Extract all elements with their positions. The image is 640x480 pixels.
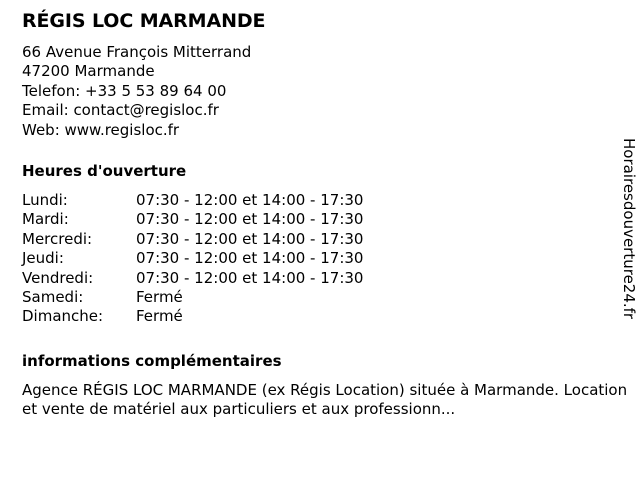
table-row: Lundi: 07:30 - 12:00 et 14:00 - 17:30 — [22, 191, 363, 210]
day-hours: 07:30 - 12:00 et 14:00 - 17:30 — [136, 249, 364, 268]
site-watermark: Horairesdouverture24.fr — [620, 138, 638, 320]
opening-hours-table: Lundi: 07:30 - 12:00 et 14:00 - 17:30 Ma… — [22, 191, 363, 327]
day-hours: 07:30 - 12:00 et 14:00 - 17:30 — [136, 268, 364, 287]
day-hours: Fermé — [136, 288, 183, 307]
day-hours: 07:30 - 12:00 et 14:00 - 17:30 — [136, 210, 364, 229]
table-row: Dimanche: Fermé — [22, 307, 363, 326]
day-hours: 07:30 - 12:00 et 14:00 - 17:30 — [136, 229, 364, 248]
day-label: Dimanche: — [22, 307, 104, 326]
additional-info-text: Agence RÉGIS LOC MARMANDE (ex Régis Loca… — [22, 380, 628, 419]
email-line: Email: contact@regisloc.fr — [22, 101, 219, 120]
table-row: Jeudi: 07:30 - 12:00 et 14:00 - 17:30 — [22, 249, 363, 268]
table-row: Samedi: Fermé — [22, 288, 363, 307]
address-city: 47200 Marmande — [22, 62, 155, 81]
address-street: 66 Avenue François Mitterrand — [22, 43, 252, 61]
day-hours: Fermé — [136, 307, 183, 326]
day-label: Samedi: — [22, 288, 84, 307]
day-label: Jeudi: — [22, 249, 64, 268]
table-row: Vendredi: 07:30 - 12:00 et 14:00 - 17:30 — [22, 269, 363, 288]
table-row: Mardi: 07:30 - 12:00 et 14:00 - 17:30 — [22, 210, 363, 229]
day-label: Vendredi: — [22, 268, 94, 287]
opening-hours-body: Lundi: 07:30 - 12:00 et 14:00 - 17:30 Ma… — [22, 191, 363, 327]
listing-content: RÉGIS LOC MARMANDE 66 Avenue François Mi… — [22, 0, 636, 420]
day-hours: 07:30 - 12:00 et 14:00 - 17:30 — [136, 191, 364, 210]
contact-block: 66 Avenue François Mitterrand 47200 Marm… — [22, 43, 636, 140]
table-row: Mercredi: 07:30 - 12:00 et 14:00 - 17:30 — [22, 230, 363, 249]
website-line: Web: www.regisloc.fr — [22, 120, 180, 139]
opening-hours-heading: Heures d'ouverture — [22, 162, 187, 181]
page-title: RÉGIS LOC MARMANDE — [22, 10, 266, 32]
additional-info-heading: informations complémentaires — [22, 351, 282, 370]
day-label: Mercredi: — [22, 229, 93, 248]
day-label: Mardi: — [22, 210, 69, 229]
phone-line: Telefon: +33 5 53 89 64 00 — [22, 81, 227, 100]
day-label: Lundi: — [22, 191, 68, 210]
